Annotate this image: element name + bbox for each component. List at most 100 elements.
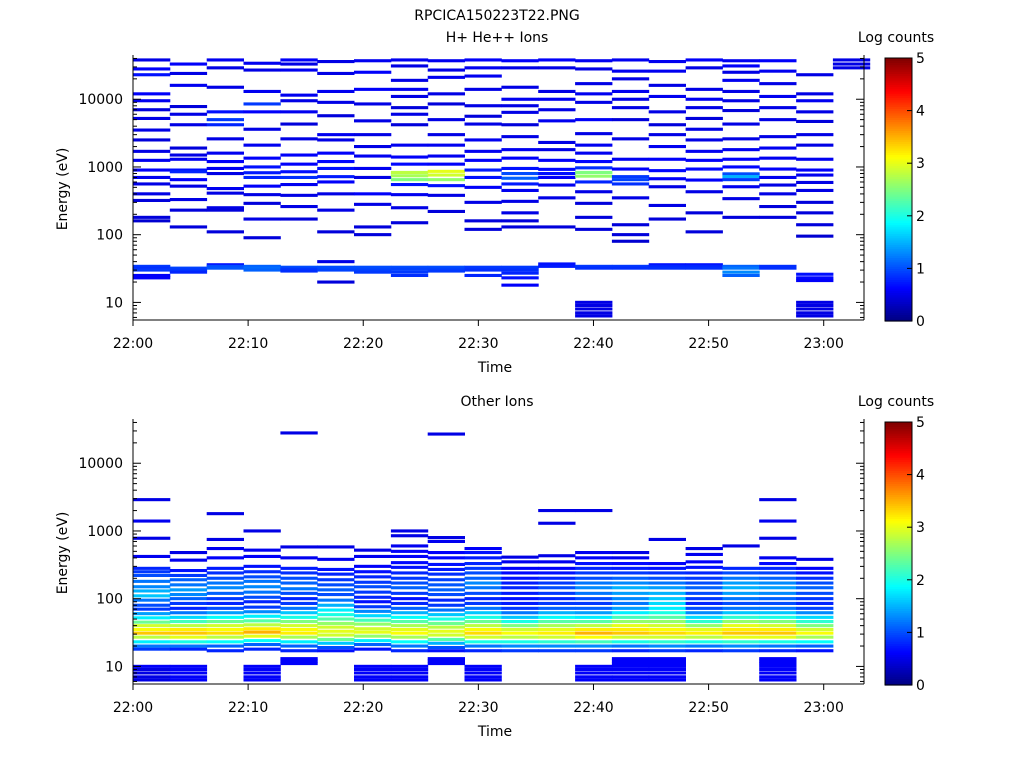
heatmap-cell <box>685 644 723 648</box>
heatmap-cell <box>317 166 355 170</box>
heatmap-cell <box>317 160 355 164</box>
heatmap-cell <box>722 175 760 179</box>
heatmap-cell <box>759 597 797 601</box>
heatmap-cell <box>722 185 760 189</box>
heatmap-cell <box>427 603 465 607</box>
heatmap-cell <box>722 64 760 68</box>
heatmap-cell <box>280 631 318 635</box>
colorbar-segment <box>885 213 912 217</box>
heatmap-cell <box>280 265 318 269</box>
heatmap-cell <box>206 556 244 560</box>
heatmap-cell <box>317 268 355 272</box>
heatmap-cell <box>280 635 318 639</box>
heatmap-cell <box>390 615 429 619</box>
heatmap-cell <box>796 276 834 280</box>
heatmap-cell <box>501 566 539 570</box>
colorbar-segment <box>885 658 912 662</box>
colorbar-segment <box>885 487 912 491</box>
heatmap-cell <box>354 59 392 63</box>
heatmap-cell <box>464 556 502 560</box>
heatmap-cell <box>611 631 650 635</box>
heatmap-cell <box>575 166 613 170</box>
heatmap-cell <box>611 182 650 186</box>
heatmap-cell <box>317 641 355 645</box>
heatmap-cell <box>390 640 429 644</box>
heatmap-cell <box>501 606 539 610</box>
heatmap-cell <box>538 196 576 200</box>
heatmap-cell <box>390 628 429 632</box>
heatmap-cell <box>169 583 208 587</box>
heatmap-cell <box>464 122 502 126</box>
heatmap-cell <box>575 581 613 585</box>
heatmap-cell <box>575 170 613 174</box>
colorbar-segment <box>885 163 912 166</box>
heatmap-cell <box>464 667 502 671</box>
colorbar-segment <box>885 58 912 61</box>
x-tick-label: 22:00 <box>113 700 153 716</box>
colorbar-tick-label: 5 <box>916 415 925 431</box>
heatmap-cell <box>575 59 613 63</box>
x-tick-label: 22:10 <box>228 336 268 352</box>
figure-title: RPCICA150223T22.PNG <box>414 8 579 24</box>
colorbar-segment <box>885 630 912 633</box>
heatmap-cell <box>685 266 723 270</box>
heatmap-cell <box>464 571 502 575</box>
heatmap-cell <box>427 169 465 173</box>
heatmap-cell <box>427 617 465 621</box>
y-tick-label: 10000 <box>78 456 123 472</box>
colorbar-segment <box>885 90 912 94</box>
heatmap-cell <box>243 664 281 668</box>
heatmap-cell <box>575 300 613 304</box>
heatmap-cell <box>722 266 760 270</box>
heatmap-cell <box>390 174 429 178</box>
colorbar-segment <box>885 154 912 158</box>
heatmap-cell <box>575 311 613 315</box>
heatmap-cell <box>796 173 834 177</box>
colorbar-segment <box>885 614 912 618</box>
heatmap-cell <box>317 100 355 104</box>
heatmap-cell <box>280 606 318 610</box>
heatmap-cell <box>280 644 318 648</box>
heatmap-cell <box>648 606 686 610</box>
colorbar-segment <box>885 579 912 583</box>
heatmap-cell <box>169 678 208 682</box>
heatmap-cell <box>280 566 318 570</box>
heatmap-cell <box>243 143 281 147</box>
heatmap-cell <box>317 230 355 234</box>
heatmap-cell <box>464 158 502 162</box>
heatmap-cell <box>611 601 650 605</box>
heatmap-cell <box>759 146 797 150</box>
colorbar-segment <box>885 522 912 526</box>
heatmap-cell <box>280 587 318 591</box>
heatmap-cell <box>243 156 281 160</box>
colorbar-segment <box>885 446 912 449</box>
heatmap-cell <box>648 635 686 639</box>
heatmap-cell <box>354 265 392 269</box>
heatmap-cell <box>354 202 392 206</box>
heatmap-cell <box>575 201 613 205</box>
heatmap-cell <box>354 609 392 613</box>
panel-title: Other Ions <box>460 394 533 410</box>
heatmap-cell <box>427 572 465 576</box>
heatmap-cell <box>648 83 686 87</box>
heatmap-cell <box>796 631 834 635</box>
heatmap-cell <box>206 547 244 551</box>
heatmap-cell <box>538 97 576 101</box>
heatmap-cell <box>538 521 576 525</box>
heatmap-cell <box>464 606 502 610</box>
heatmap-cell <box>317 621 355 625</box>
colorbar-segment <box>885 136 912 140</box>
heatmap-cell <box>796 624 834 628</box>
heatmap-cell <box>501 265 539 269</box>
heatmap-cell <box>317 89 355 93</box>
colorbar-tick-label: 5 <box>916 51 925 67</box>
heatmap-cell <box>317 151 355 155</box>
colorbar-segment <box>885 623 912 627</box>
heatmap-cell <box>206 597 244 601</box>
heatmap-cell <box>722 628 760 632</box>
heatmap-cell <box>133 603 171 607</box>
heatmap-cell <box>464 74 502 78</box>
heatmap-cell <box>427 578 465 582</box>
heatmap-cell <box>722 59 760 63</box>
heatmap-cell <box>796 110 834 114</box>
